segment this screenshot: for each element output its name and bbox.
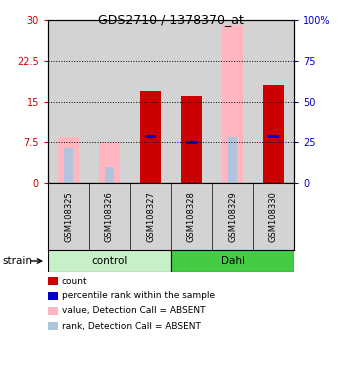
FancyBboxPatch shape <box>48 250 171 272</box>
Bar <box>140 91 161 183</box>
Bar <box>105 167 114 183</box>
Text: GSM108330: GSM108330 <box>269 191 278 242</box>
Text: strain: strain <box>2 256 32 266</box>
Bar <box>263 85 284 183</box>
Text: control: control <box>91 256 128 266</box>
Bar <box>145 135 155 139</box>
Text: value, Detection Call = ABSENT: value, Detection Call = ABSENT <box>62 306 206 316</box>
Text: GSM108325: GSM108325 <box>64 191 73 242</box>
Bar <box>48 20 89 183</box>
Text: rank, Detection Call = ABSENT: rank, Detection Call = ABSENT <box>62 321 201 331</box>
Bar <box>212 20 253 183</box>
Bar <box>187 141 197 144</box>
Text: GSM108329: GSM108329 <box>228 191 237 242</box>
Bar <box>222 25 243 183</box>
Bar <box>99 142 120 183</box>
Text: GSM108327: GSM108327 <box>146 191 155 242</box>
Bar <box>89 20 130 183</box>
Bar <box>181 96 202 183</box>
Text: Dahl: Dahl <box>221 256 244 266</box>
Bar <box>64 148 73 183</box>
Text: GDS2710 / 1378370_at: GDS2710 / 1378370_at <box>98 13 243 26</box>
Text: percentile rank within the sample: percentile rank within the sample <box>62 291 215 301</box>
Bar <box>253 20 294 183</box>
Bar <box>171 20 212 183</box>
FancyBboxPatch shape <box>171 250 294 272</box>
Text: count: count <box>62 276 88 285</box>
Bar <box>58 137 79 183</box>
Text: GSM108328: GSM108328 <box>187 191 196 242</box>
Bar <box>130 20 171 183</box>
Bar <box>268 135 279 139</box>
Bar <box>228 137 237 183</box>
Text: GSM108326: GSM108326 <box>105 191 114 242</box>
